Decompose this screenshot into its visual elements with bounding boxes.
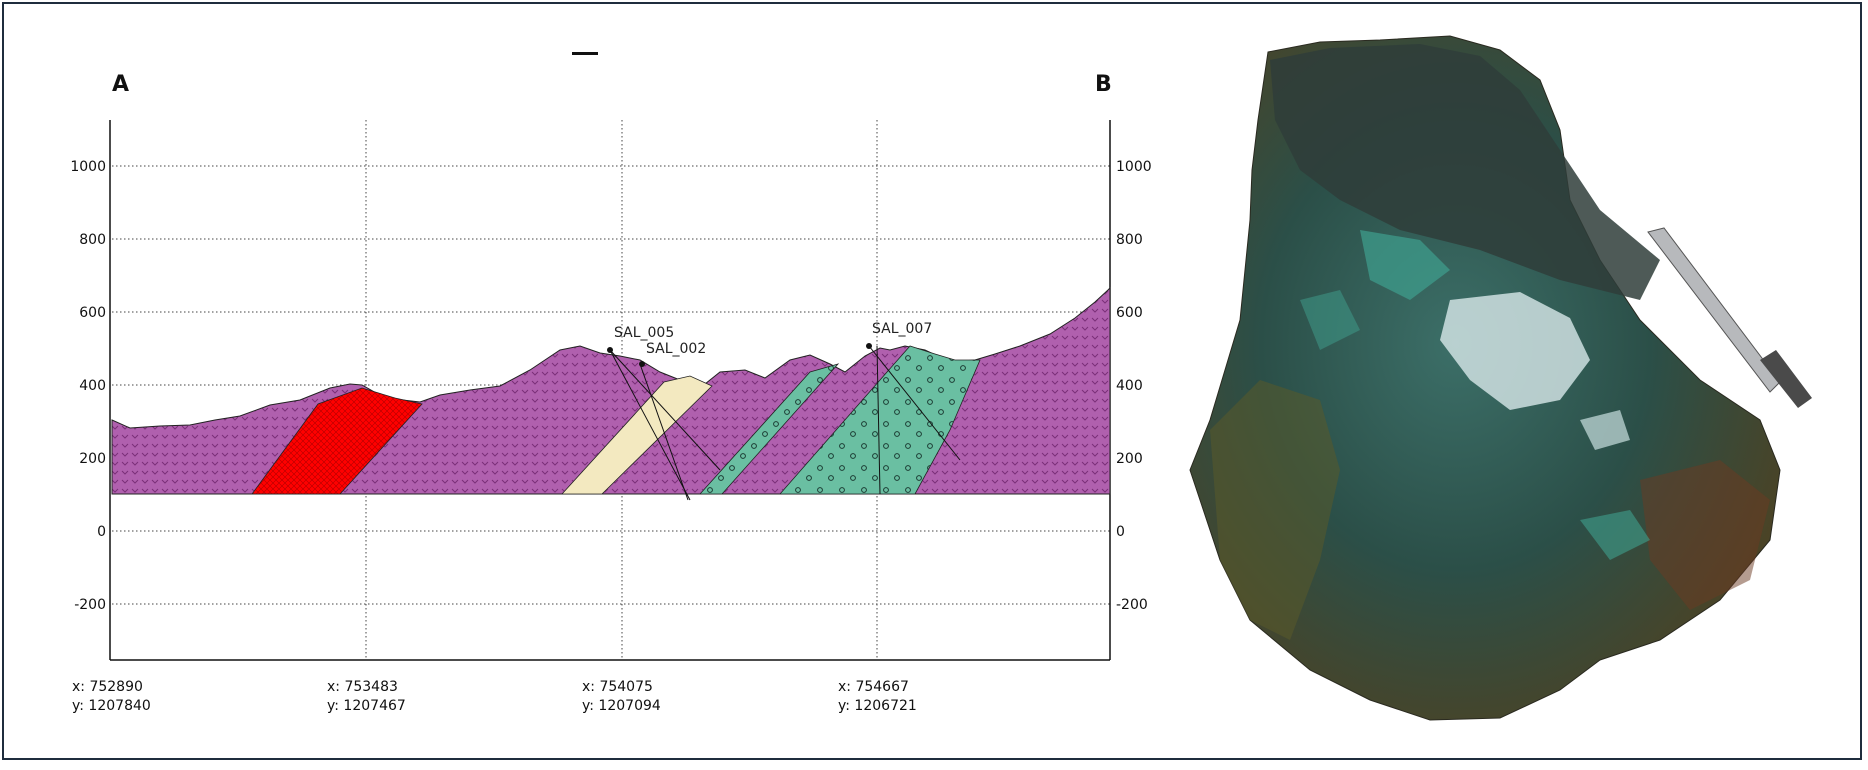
tick-label: 0	[1116, 524, 1125, 540]
coordinate-label: x: 754075 y: 1207094	[582, 678, 661, 716]
coordinate-label: x: 752890 y: 1207840	[72, 678, 151, 716]
coordinate-x: x: 754075	[582, 679, 653, 695]
tick-label: 600	[79, 305, 106, 321]
drillhole-label: SAL_002	[646, 341, 706, 357]
tick-label: 1000	[1116, 159, 1152, 175]
section-end-a-label: A	[112, 72, 130, 97]
tick-label: 400	[79, 378, 106, 394]
tick-label: -200	[74, 597, 106, 613]
green-unit-main	[779, 345, 981, 495]
tick-label: 200	[1116, 451, 1143, 467]
green-unit-band	[699, 363, 840, 495]
drillhole-label: SAL_007	[872, 321, 932, 337]
section-end-b-label: B	[1095, 72, 1112, 97]
tick-label: 1000	[70, 159, 106, 175]
coordinate-x: x: 752890	[72, 679, 143, 695]
tick-label: 400	[1116, 378, 1143, 394]
coordinate-y: y: 1206721	[838, 698, 917, 714]
coordinate-y: y: 1207094	[582, 698, 661, 714]
tick-label: 800	[1116, 232, 1143, 248]
coordinate-y: y: 1207467	[327, 698, 406, 714]
tick-label: 800	[79, 232, 106, 248]
tick-label: 600	[1116, 305, 1143, 321]
coordinate-label: x: 754667 y: 1206721	[838, 678, 917, 716]
tick-label: 0	[97, 524, 106, 540]
red-unit	[251, 387, 423, 495]
tick-label: 200	[79, 451, 106, 467]
coordinate-x: x: 754667	[838, 679, 909, 695]
drillhole-collar	[639, 361, 645, 367]
tick-label: -200	[1116, 597, 1148, 613]
cream-unit	[561, 375, 713, 495]
title-mark	[572, 52, 598, 55]
drillhole-collar	[607, 347, 613, 353]
drillhole-label: SAL_005	[614, 325, 674, 341]
drillhole-collar	[866, 343, 872, 349]
right-tick-labels: 1000 800 600 400 200 0 -200	[1116, 159, 1152, 613]
coordinate-x: x: 753483	[327, 679, 398, 695]
mineral-specimen-photo	[1189, 35, 1812, 721]
drillhole-traces	[609, 345, 961, 501]
coordinate-label: x: 753483 y: 1207467	[327, 678, 406, 716]
coordinate-y: y: 1207840	[72, 698, 151, 714]
left-tick-labels: 1000 800 600 400 200 0 -200	[70, 159, 106, 613]
